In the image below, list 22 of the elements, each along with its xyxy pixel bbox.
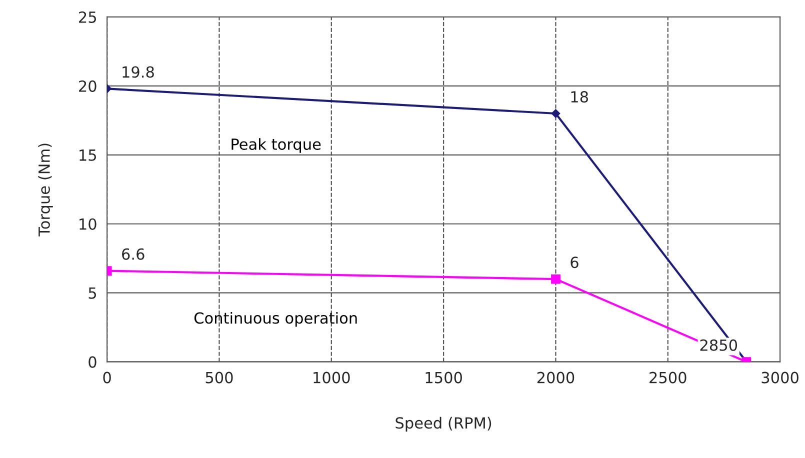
y-tick-label: 5 [88,288,96,299]
text: Peak torque [232,138,321,153]
x-tick-label: 0 [103,372,111,384]
y-tick-label: 15 [80,150,96,161]
x-tick-label: 2000 [537,372,574,384]
x-tick-label: 1500 [426,372,462,384]
annotation: 2850 [700,339,738,351]
x-axis-title: Speed (RPM) [396,416,492,432]
annotation: 19.8 [122,66,154,78]
y-tick-label: 20 [79,80,96,92]
x-tick-label: 2500 [650,372,686,384]
text: Continuous operation [194,312,357,327]
x-tick-label: 500 [206,372,233,384]
y-tick-label: 0 [88,356,96,368]
x-tick-label: 1000 [314,372,350,384]
y-tick-label: 25 [79,11,96,23]
annotation: 6 [570,256,578,268]
annotation: 6.6 [122,248,144,260]
annotation: 18 [571,91,588,103]
y-tick-label: 10 [80,218,96,230]
y-axis-title: Torque (Nm) [38,144,53,236]
x-tick-label: 3000 [762,372,798,384]
